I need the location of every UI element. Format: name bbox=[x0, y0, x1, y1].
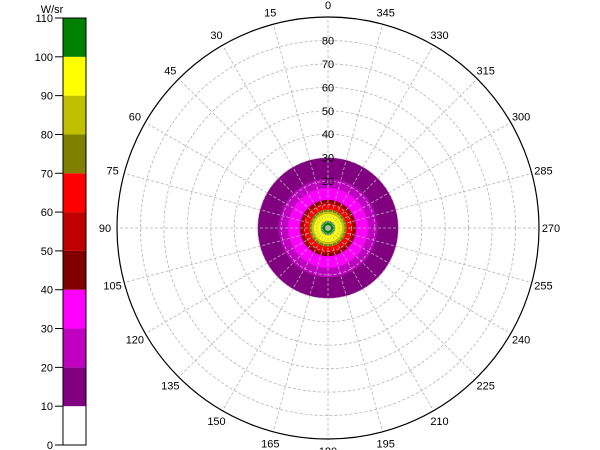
colorbar-bin-4 bbox=[63, 250, 86, 290]
colorbar-bin-10 bbox=[63, 18, 86, 57]
colorbar-tick-label: 40 bbox=[41, 285, 53, 297]
angular-spoke-13 bbox=[327, 227, 383, 432]
angular-spoke-15 bbox=[327, 227, 478, 378]
colorbar-tick-label: 110 bbox=[35, 13, 53, 25]
radial-grid-circle bbox=[233, 133, 423, 323]
angle-label: 300 bbox=[512, 112, 530, 124]
angle-label: 90 bbox=[99, 223, 111, 235]
radius-label: 80 bbox=[322, 35, 334, 47]
angle-label: 210 bbox=[430, 416, 448, 428]
angular-spoke-21 bbox=[327, 78, 478, 229]
colorbar-unit-label: W/sr bbox=[41, 4, 64, 16]
radius-label: 70 bbox=[322, 59, 334, 71]
radius-label: 50 bbox=[322, 106, 334, 118]
colorbar-tick-label: 20 bbox=[41, 362, 53, 374]
colorbar-tick-label: 0 bbox=[47, 440, 53, 450]
angle-label: 150 bbox=[207, 416, 225, 428]
colorbar-tick-label: 80 bbox=[41, 129, 53, 141]
angular-spoke-10 bbox=[222, 227, 329, 411]
angle-label: 120 bbox=[126, 335, 144, 347]
angular-spoke-23 bbox=[327, 24, 383, 229]
radial-grid-circle bbox=[163, 63, 493, 393]
colorbar-tick-label: 90 bbox=[41, 91, 53, 103]
angular-spoke-19 bbox=[327, 173, 532, 229]
angle-label: 315 bbox=[477, 65, 495, 77]
angular-spoke-8 bbox=[145, 227, 329, 334]
angular-spoke-22 bbox=[327, 45, 434, 229]
colorbar-bin-7 bbox=[63, 134, 86, 174]
angular-spoke-20 bbox=[327, 122, 511, 229]
angular-spoke-11 bbox=[273, 227, 329, 432]
radius-label: 40 bbox=[322, 129, 334, 141]
colorbar-frame bbox=[62, 17, 87, 446]
angular-spoke-14 bbox=[327, 227, 434, 411]
colorbar-tick-label: 30 bbox=[41, 324, 53, 336]
colorbar-bin-1 bbox=[63, 367, 86, 407]
radius-label: 30 bbox=[322, 153, 334, 165]
angle-label: 285 bbox=[534, 165, 552, 177]
angular-spoke-9 bbox=[178, 227, 329, 378]
colorbar-tick-label: 10 bbox=[41, 401, 53, 413]
colorbar-bin-9 bbox=[63, 56, 86, 96]
colorbar-bin-0 bbox=[63, 406, 86, 445]
colorbar-bin-8 bbox=[63, 95, 86, 135]
radius-label: 20 bbox=[322, 176, 334, 188]
angle-label: 195 bbox=[377, 438, 395, 450]
angular-spoke-3 bbox=[178, 78, 329, 229]
angular-spoke-7 bbox=[124, 227, 329, 283]
colorbar-bin-5 bbox=[63, 212, 86, 251]
angular-spoke-16 bbox=[327, 227, 511, 334]
colorbar-bin-6 bbox=[63, 173, 86, 213]
polar-plot: 0 15 30 45 60 75 90 105 120 135 150 165 180 195 210 225… bbox=[99, 0, 560, 450]
angular-spoke-4 bbox=[145, 122, 329, 229]
angle-label: 0 bbox=[325, 0, 331, 12]
angle-label: 345 bbox=[377, 8, 395, 20]
angular-spoke-5 bbox=[124, 173, 329, 229]
colorbar-tick-label: 60 bbox=[41, 207, 53, 219]
angular-spoke-1 bbox=[273, 24, 329, 229]
angle-label: 15 bbox=[264, 8, 276, 20]
angular-spoke-17 bbox=[327, 227, 532, 283]
radial-grid-circle bbox=[304, 204, 352, 252]
colorbar-bin-2 bbox=[63, 328, 86, 368]
colorbar-bin-3 bbox=[63, 289, 86, 329]
angle-label: 45 bbox=[164, 65, 176, 77]
angle-label: 330 bbox=[430, 30, 448, 42]
polar-outer-boundary bbox=[116, 16, 540, 440]
angle-label: 75 bbox=[106, 165, 118, 177]
angle-label: 255 bbox=[534, 281, 552, 293]
angle-label: 180 bbox=[319, 446, 337, 450]
colorbar-tick-label: 100 bbox=[35, 52, 53, 64]
colorbar-tick-label: 70 bbox=[41, 168, 53, 180]
angular-spoke-2 bbox=[222, 45, 329, 229]
colorbar-tick-label: 50 bbox=[41, 246, 53, 258]
radius-label: 60 bbox=[322, 82, 334, 94]
angle-label: 240 bbox=[512, 335, 530, 347]
angle-label: 225 bbox=[477, 381, 495, 393]
angle-label: 135 bbox=[161, 381, 179, 393]
angle-label: 30 bbox=[210, 30, 222, 42]
angle-label: 270 bbox=[542, 223, 560, 235]
angle-label: 105 bbox=[103, 281, 121, 293]
angle-label: 60 bbox=[129, 112, 141, 124]
angle-label: 165 bbox=[261, 438, 279, 450]
